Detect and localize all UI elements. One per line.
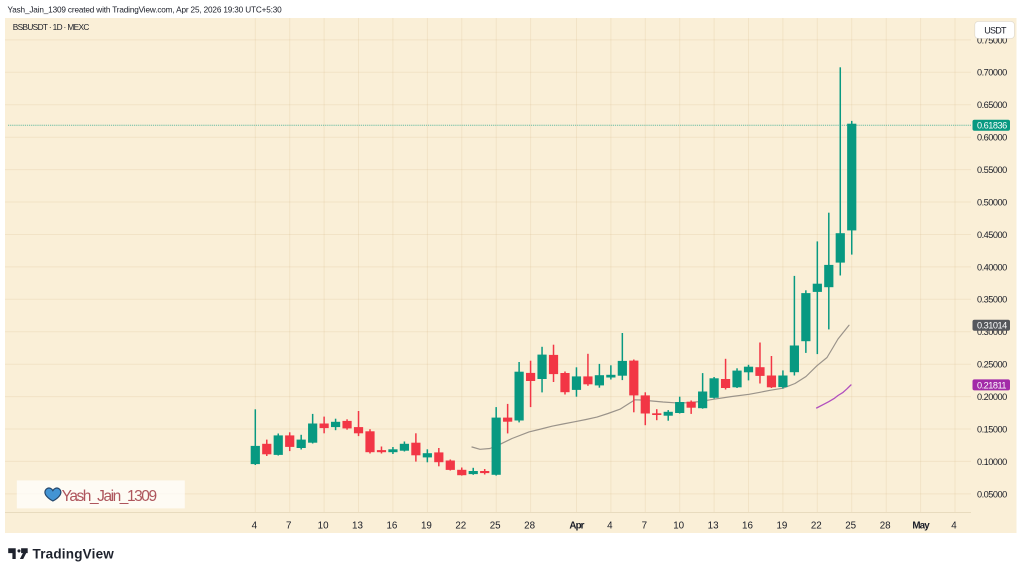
svg-text:Yash_Jain_1309 created with Tr: Yash_Jain_1309 created with TradingView.… xyxy=(8,6,283,15)
svg-text:0.60000: 0.60000 xyxy=(977,133,1007,143)
svg-text:TradingView: TradingView xyxy=(33,547,115,562)
svg-text:0.21811: 0.21811 xyxy=(977,380,1006,390)
svg-text:25: 25 xyxy=(845,520,856,531)
svg-text:0.20000: 0.20000 xyxy=(977,392,1007,402)
svg-text:28: 28 xyxy=(880,520,891,531)
svg-text:0.55000: 0.55000 xyxy=(977,165,1007,175)
svg-text:USDT: USDT xyxy=(984,25,1007,35)
svg-text:10: 10 xyxy=(673,520,684,531)
svg-text:0.61836: 0.61836 xyxy=(977,121,1007,131)
svg-text:Apr: Apr xyxy=(569,520,584,531)
svg-text:0.45000: 0.45000 xyxy=(977,230,1007,240)
svg-text:19: 19 xyxy=(776,520,787,531)
svg-text:0.25000: 0.25000 xyxy=(977,360,1007,370)
svg-text:0.50000: 0.50000 xyxy=(977,197,1007,207)
svg-text:0.40000: 0.40000 xyxy=(977,262,1007,272)
svg-text:7: 7 xyxy=(286,520,291,531)
svg-text:0.30000: 0.30000 xyxy=(977,327,1007,337)
svg-text:4: 4 xyxy=(607,520,613,531)
svg-text:0.65000: 0.65000 xyxy=(977,100,1007,110)
svg-text:0.15000: 0.15000 xyxy=(977,424,1007,434)
svg-text:4: 4 xyxy=(951,520,957,531)
svg-text:10: 10 xyxy=(318,520,329,531)
svg-text:BSBUSDT · 1D · MEXC: BSBUSDT · 1D · MEXC xyxy=(13,22,90,32)
svg-text:4: 4 xyxy=(252,520,258,531)
svg-text:13: 13 xyxy=(352,520,363,531)
svg-text:Yash_Jain_1309: Yash_Jain_1309 xyxy=(62,488,157,505)
svg-text:0.31014: 0.31014 xyxy=(977,321,1007,331)
svg-text:16: 16 xyxy=(386,520,397,531)
svg-text:0.75000: 0.75000 xyxy=(977,35,1007,45)
svg-text:28: 28 xyxy=(524,520,535,531)
svg-text:19: 19 xyxy=(421,520,432,531)
svg-text:7: 7 xyxy=(642,520,647,531)
svg-text:0.05000: 0.05000 xyxy=(977,489,1007,499)
svg-text:0.70000: 0.70000 xyxy=(977,68,1007,78)
svg-text:0.10000: 0.10000 xyxy=(977,457,1007,467)
svg-text:May: May xyxy=(912,520,930,531)
svg-text:25: 25 xyxy=(490,520,501,531)
svg-text:0.35000: 0.35000 xyxy=(977,295,1007,305)
svg-text:13: 13 xyxy=(708,520,719,531)
svg-text:22: 22 xyxy=(811,520,822,531)
svg-text:22: 22 xyxy=(455,520,466,531)
svg-text:16: 16 xyxy=(742,520,753,531)
